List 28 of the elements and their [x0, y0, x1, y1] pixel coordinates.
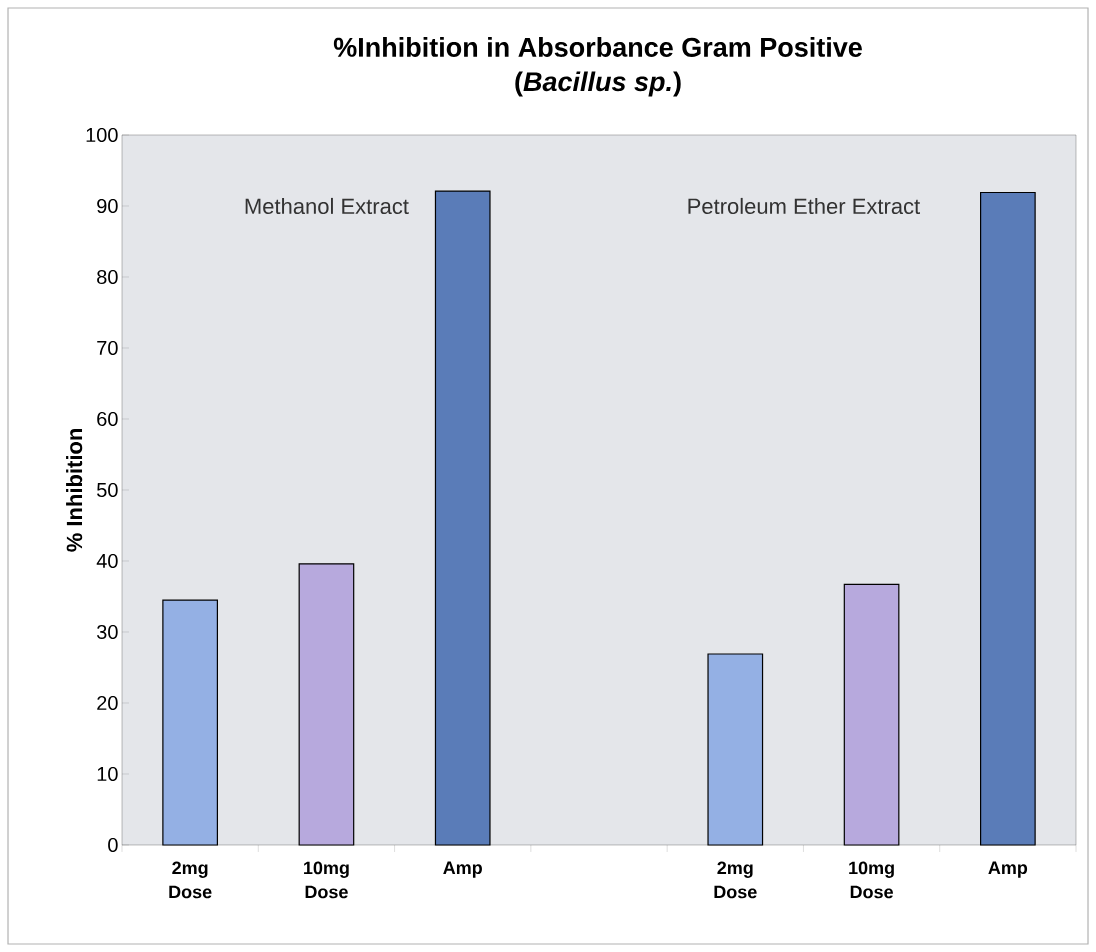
y-tick-label: 30 — [96, 624, 118, 640]
x-tick-label: 10mg Dose — [304, 861, 349, 899]
y-tick-label: 0 — [108, 837, 118, 853]
chart-title: %Inhibition in Absorbance Gram Positive — [333, 37, 862, 57]
x-tick-label: Amp — [443, 861, 482, 878]
y-tick-label: 50 — [97, 482, 118, 498]
annotation: Petroleum Ether Extract — [688, 197, 921, 215]
y-tick-label: 80 — [97, 269, 118, 285]
y-tick-label: 70 — [97, 340, 118, 356]
bar — [980, 191, 1036, 846]
y-tick-label: 10 — [97, 766, 118, 782]
bar — [707, 653, 764, 846]
y-tick-label: 60 — [97, 411, 118, 427]
y-tick-label: 100 — [86, 127, 118, 143]
bar — [843, 583, 900, 846]
bar — [298, 563, 355, 846]
y-tick-label: 40 — [96, 553, 118, 569]
x-tick-label: 2mg Dose — [714, 861, 757, 899]
x-tick-label: 2mg Dose — [169, 861, 212, 899]
y-tick-label: 20 — [97, 695, 118, 711]
y-tick-label: 90 — [97, 198, 118, 214]
chart-subtitle: (Bacillus sp.) — [515, 71, 681, 97]
y-axis-title: % Inhibition — [66, 429, 83, 552]
x-tick-label: 10mg Dose — [849, 861, 894, 899]
annotation: Methanol Extract — [245, 197, 409, 215]
bar — [434, 190, 491, 846]
x-tick-label: Amp — [988, 861, 1028, 878]
bar — [162, 599, 218, 846]
